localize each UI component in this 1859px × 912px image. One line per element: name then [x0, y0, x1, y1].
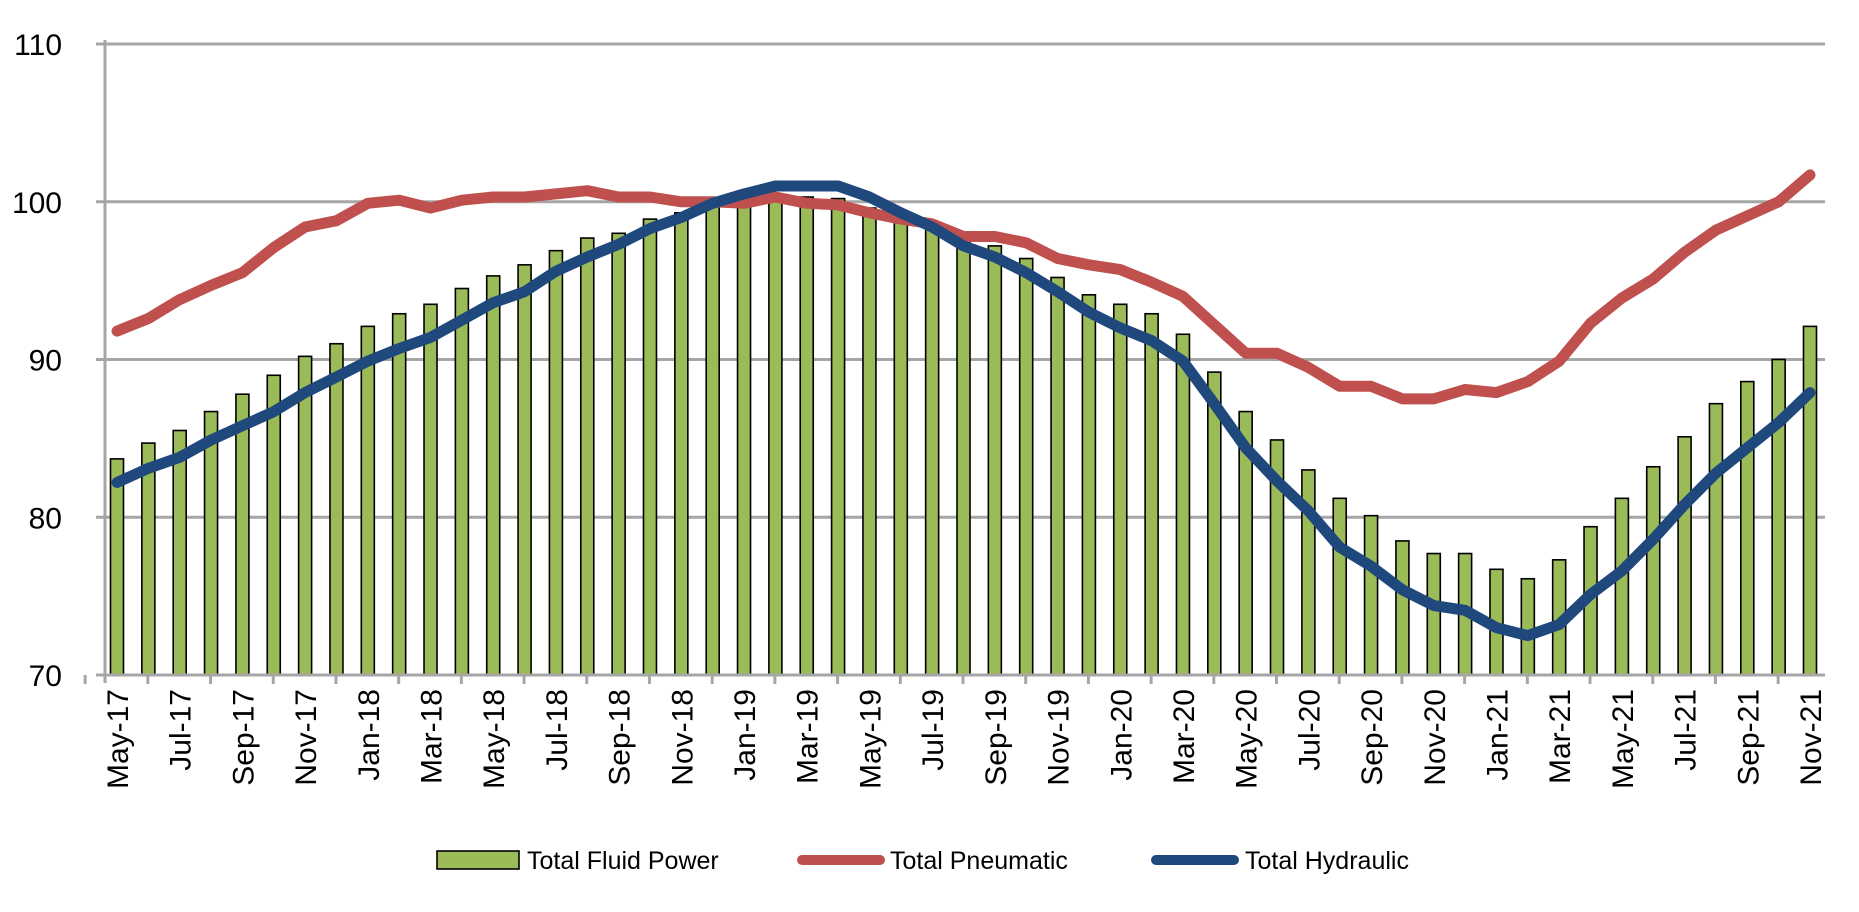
bar-May-21: [1614, 497, 1630, 676]
bar-Oct-18: [642, 218, 658, 676]
legend-swatch-total-fluid-power: [436, 850, 520, 870]
bar-Jun-19: [893, 218, 909, 676]
bar-May-18: [485, 275, 501, 676]
bar-Sep-21: [1739, 380, 1755, 676]
legend-label-total-pneumatic: Total Pneumatic: [890, 847, 1068, 875]
x-tick-label-Mar-19: Mar-19: [792, 689, 825, 784]
x-tick-label-May-18: May-18: [478, 689, 511, 789]
bar-Feb-18: [391, 312, 407, 676]
bar-Jul-18: [548, 249, 564, 676]
x-tick-label-Sep-20: Sep-20: [1356, 689, 1389, 786]
bar-Apr-19: [830, 197, 846, 676]
bar-May-19: [862, 207, 877, 676]
legend: Total Fluid Power Total Pneumatic Total Hy…: [436, 847, 1409, 875]
x-tick-label-Mar-20: Mar-20: [1168, 689, 1201, 784]
x-tick-label-Jul-20: Jul-20: [1293, 689, 1326, 771]
bar-May-17: [109, 458, 125, 676]
x-tick-label-Sep-17: Sep-17: [227, 689, 260, 786]
x-tick-label-Jul-19: Jul-19: [917, 689, 950, 771]
y-tick-label-100: 100: [12, 187, 62, 220]
bar-Jul-19: [924, 227, 940, 676]
bar-Oct-19: [1018, 257, 1034, 676]
bar-Aug-21: [1708, 402, 1724, 676]
x-tick-label-Sep-19: Sep-19: [980, 689, 1013, 786]
x-tick-label-Jan-19: Jan-19: [729, 689, 762, 781]
bar-Oct-20: [1395, 540, 1410, 676]
series-lines: [111, 169, 1816, 642]
x-tick-label-Nov-17: Nov-17: [290, 689, 323, 786]
bars-total-fluid-power: [109, 196, 1818, 676]
x-tick-label-May-20: May-20: [1231, 689, 1264, 789]
bar-Jan-19: [736, 199, 752, 676]
bar-Feb-19: [768, 196, 783, 676]
bar-Mar-20: [1175, 333, 1191, 676]
bar-Nov-17: [297, 355, 313, 676]
x-tick-label-May-19: May-19: [854, 689, 887, 789]
bar-Jun-21: [1645, 465, 1661, 676]
bar-Jul-21: [1677, 435, 1692, 676]
bar-Mar-18: [423, 303, 438, 676]
x-tick-label-Nov-18: Nov-18: [666, 689, 699, 786]
x-axis-tick-labels: May-17 Jul-17 Sep-17 Nov-17 Jan-18 Mar-18 May-…: [102, 689, 1828, 789]
bar-Aug-20: [1332, 497, 1348, 676]
bar-Jul-17: [172, 429, 188, 676]
x-tick-label-Mar-21: Mar-21: [1544, 689, 1577, 784]
bar-Aug-19: [956, 241, 971, 676]
y-tick-label-70: 70: [29, 660, 62, 693]
bar-Jun-17: [141, 442, 156, 676]
bar-Jun-18: [517, 264, 532, 676]
bar-Oct-17: [266, 374, 282, 676]
x-tick-label-Jan-20: Jan-20: [1105, 689, 1138, 781]
legend-label-total-fluid-power: Total Fluid Power: [527, 847, 719, 875]
bar-Jan-20: [1112, 303, 1128, 676]
x-tick-label-May-21: May-21: [1607, 689, 1640, 789]
bar-Sep-17: [235, 393, 250, 676]
x-tick-label-May-17: May-17: [102, 689, 135, 789]
x-tick-label-Jan-18: Jan-18: [353, 689, 386, 781]
bar-Mar-19: [799, 196, 815, 676]
bar-Aug-17: [203, 410, 219, 676]
bar-Nov-21: [1802, 325, 1818, 676]
y-tick-label-110: 110: [14, 29, 62, 62]
bar-Sep-20: [1363, 514, 1379, 676]
x-tick-label-Sep-21: Sep-21: [1732, 689, 1765, 786]
bar-Sep-19: [987, 245, 1003, 676]
bar-Nov-20: [1426, 552, 1442, 676]
bar-Apr-18: [454, 287, 470, 676]
bar-Feb-20: [1144, 312, 1159, 676]
bar-Feb-21: [1520, 577, 1536, 676]
bar-Dec-19: [1081, 294, 1097, 676]
bar-Jan-18: [360, 325, 376, 676]
legend-label-total-hydraulic: Total Hydraulic: [1245, 847, 1409, 875]
x-tick-label-Jul-17: Jul-17: [165, 689, 198, 771]
bar-Sep-18: [611, 232, 626, 676]
bar-Nov-19: [1050, 276, 1065, 676]
bar-Dec-17: [329, 342, 344, 676]
x-tick-label-Jul-21: Jul-21: [1670, 689, 1703, 771]
x-tick-label-Jan-21: Jan-21: [1481, 689, 1514, 781]
axes: [83, 40, 1825, 684]
y-tick-label-90: 90: [29, 345, 62, 378]
y-tick-label-80: 80: [29, 502, 62, 535]
x-tick-label-Mar-18: Mar-18: [416, 689, 449, 784]
line-total-pneumatic: [111, 169, 1816, 405]
y-axis-tick-labels: 70 80 90 100 110: [12, 29, 62, 693]
bar-Aug-18: [579, 237, 595, 676]
x-tick-label-Nov-20: Nov-20: [1419, 689, 1452, 786]
x-tick-label-Jul-18: Jul-18: [541, 689, 574, 771]
bar-Oct-21: [1771, 358, 1786, 676]
line-total-hydraulic: [111, 180, 1816, 642]
x-tick-label-Sep-18: Sep-18: [604, 689, 637, 786]
bar-Dec-18: [705, 202, 720, 676]
x-tick-label-Nov-21: Nov-21: [1795, 689, 1828, 786]
x-tick-label-Nov-19: Nov-19: [1043, 689, 1076, 786]
bar-Nov-18: [674, 211, 689, 676]
